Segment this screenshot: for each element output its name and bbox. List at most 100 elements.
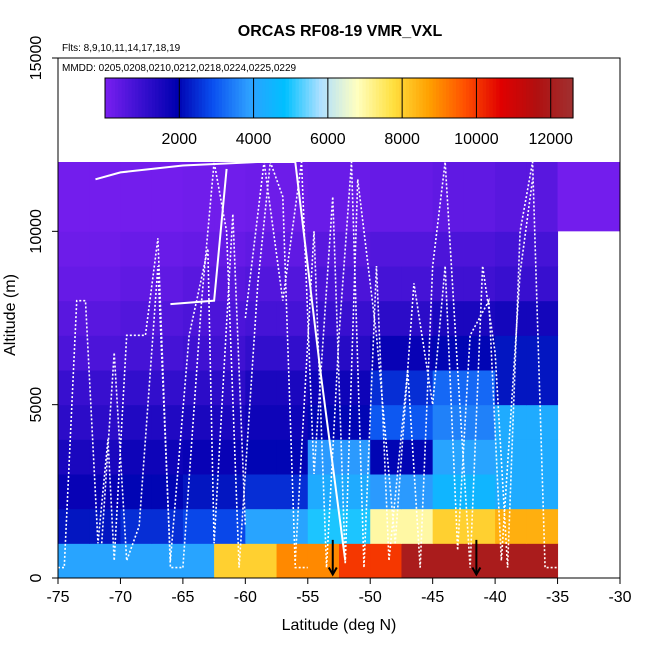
heatmap-cell [401, 543, 434, 579]
colorbar-segment [425, 78, 430, 118]
colorbar-tick-label: 10000 [454, 131, 499, 148]
heatmap-cell [151, 266, 184, 302]
heatmap-cell [120, 474, 153, 510]
heatmap-cell [432, 404, 465, 440]
heatmap-cell [182, 439, 215, 475]
colorbar-segment [445, 78, 450, 118]
colorbar-segment [175, 78, 180, 118]
plot-frame [57, 57, 621, 579]
heatmap-cell [245, 404, 278, 440]
flight-tracks [58, 161, 558, 569]
flight-track [182, 161, 308, 569]
heatmap-cell [214, 508, 246, 544]
colorbar-segment [342, 78, 347, 118]
heatmap-cell [526, 474, 559, 510]
heatmap-cell [370, 231, 402, 267]
colorbar-segment [335, 78, 340, 118]
colorbar-segment [365, 78, 370, 118]
colorbar-segment [322, 78, 327, 118]
colorbar-segment [121, 78, 126, 118]
heatmap-cell [214, 404, 246, 440]
arrow-markers [327, 539, 482, 577]
heatmap-cell [526, 231, 559, 267]
colorbar-segment [352, 78, 357, 118]
heatmap-cell [120, 266, 153, 302]
colorbar-segment [496, 78, 501, 118]
x-tick-label: -45 [421, 589, 444, 606]
colorbar-segment [195, 78, 200, 118]
heatmap-cell [495, 231, 527, 267]
colorbar-segment [285, 78, 290, 118]
colorbar-segment [379, 78, 384, 118]
heatmap-cell [182, 543, 215, 579]
heatmap-cell [151, 439, 184, 475]
flight-track [170, 168, 228, 306]
colorbar-segment [419, 78, 424, 118]
heatmap-cell [495, 300, 527, 336]
colorbar-segment [375, 78, 380, 118]
colorbar-segment [562, 78, 567, 118]
heatmap-cell [339, 335, 371, 371]
heatmap-cell [557, 162, 620, 232]
heatmap-cell [151, 508, 184, 544]
colorbar: 2000 4000 6000 8000 10000 12000 [104, 77, 574, 148]
colorbar-segment [516, 78, 521, 118]
heatmap-cell [401, 266, 434, 302]
colorbar-segment [151, 78, 156, 118]
x-axis: -75 -70 -65 -60 -55 -50 -45 -40 -35 -30 [46, 578, 632, 606]
heatmap-cell [58, 474, 90, 510]
heatmap-cell [89, 300, 121, 336]
heatmap-cell [58, 543, 90, 579]
colorbar-segment [242, 78, 246, 118]
colorbar-segment [332, 78, 337, 118]
heatmap-cell [339, 266, 371, 302]
heatmap-cell [58, 300, 90, 336]
heatmap-cell [495, 335, 527, 371]
colorbar-segment [218, 78, 223, 118]
heatmap-cell [245, 439, 278, 475]
heatmap-cell [495, 370, 527, 406]
heatmap-cell [463, 162, 496, 232]
heatmap-cell [370, 370, 402, 406]
heatmap-cell [339, 370, 371, 406]
heatmap-cell [120, 335, 153, 371]
heatmap-cell [526, 335, 559, 371]
colorbar-segment [222, 78, 226, 118]
heatmap-cell [276, 300, 309, 336]
x-tick-label: -75 [46, 589, 69, 606]
colorbar-segment [205, 78, 210, 118]
colorbar-segment [429, 78, 434, 118]
y-tick-label: 0 [28, 573, 45, 582]
colorbar-segment [188, 78, 193, 118]
colorbar-segment [245, 78, 250, 118]
heatmap-cell [276, 335, 309, 371]
colorbar-tick-label: 6000 [310, 131, 346, 148]
colorbar-segment [469, 78, 474, 118]
heatmap-cell [245, 266, 278, 302]
colorbar-segment [559, 78, 564, 118]
colorbar-segment [435, 78, 440, 118]
colorbar-segment [399, 78, 404, 118]
heatmap-cell [89, 231, 121, 267]
heatmap-cell [182, 266, 215, 302]
heatmap-cell [214, 474, 246, 510]
colorbar-segment [215, 78, 220, 118]
heatmap-cell [339, 404, 371, 440]
colorbar-segment [131, 78, 136, 118]
heatmap-cell [370, 266, 402, 302]
x-tick-label: -30 [608, 589, 631, 606]
colorbar-segment [492, 78, 497, 118]
heatmap-cell [89, 162, 121, 232]
x-tick-label: -65 [171, 589, 194, 606]
heatmap-cell [151, 404, 184, 440]
colorbar-segment [439, 78, 444, 118]
colorbar-segment [486, 78, 491, 118]
heatmap-cell [245, 508, 278, 544]
heatmap-cell [276, 543, 309, 579]
colorbar-segment [125, 78, 129, 118]
heatmap-cell [214, 439, 246, 475]
colorbar-segment [536, 78, 541, 118]
heatmap-cell [432, 508, 465, 544]
colorbar-segment [158, 78, 163, 118]
heatmap-cell [401, 335, 434, 371]
